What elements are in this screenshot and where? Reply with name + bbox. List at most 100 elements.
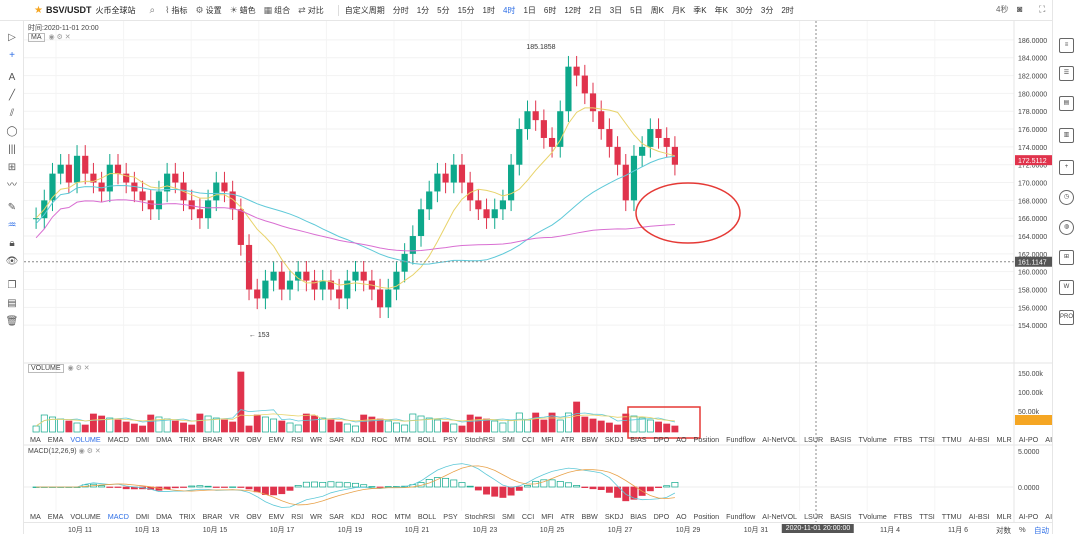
toolbar-item[interactable]: ⌇ 指标 [165, 5, 187, 16]
indicator-tab[interactable]: BBW [581, 512, 598, 521]
interval-option[interactable]: 周K [650, 5, 664, 15]
indicator-tab[interactable]: TTMU [941, 512, 962, 521]
indicator-tab[interactable]: SAR [329, 512, 344, 521]
indicator-tab[interactable]: CCI [521, 512, 535, 521]
indicator-tab[interactable]: TTSI [919, 435, 935, 444]
indicator-tab[interactable]: MFI [541, 512, 554, 521]
indicator-tab[interactable]: VOLUME [70, 435, 101, 444]
indicator-tab[interactable]: BASIS [830, 512, 852, 521]
indicator-tab[interactable]: Position [693, 512, 720, 521]
macd-legend[interactable]: MACD(12,26,9) ◉ ⚙ ✕ [28, 447, 101, 455]
indicator-tab[interactable]: SKDJ [604, 512, 624, 521]
chart-canvas[interactable]: 186.0000 184.0000 182.0000 180.0000 178.0000… [24, 21, 1052, 522]
ellipse-tool-icon[interactable]: ◯ [6, 126, 18, 137]
indicator-tab[interactable]: FTBS [893, 512, 913, 521]
indicator-tab[interactable]: MA [30, 512, 41, 521]
interval-option[interactable]: 3分 [760, 5, 774, 15]
indicator-tab[interactable]: Fundflow [726, 512, 756, 521]
interval-option[interactable]: 季K [693, 5, 707, 15]
pair-symbol[interactable]: BSV/USDT [45, 5, 92, 15]
macd-legend-icons[interactable]: ◉ ⚙ ✕ [78, 448, 101, 455]
indicator-tab[interactable]: StochRSI [464, 512, 496, 521]
interval-option[interactable]: 2日 [589, 5, 602, 15]
indicator-tab[interactable]: AO [676, 512, 687, 521]
indicator-tab[interactable]: EMA [47, 512, 64, 521]
volume-legend-icons[interactable]: ◉ ⚙ ✕ [67, 365, 90, 372]
indicator-tab[interactable]: WR [310, 435, 323, 444]
indicator-tab[interactable]: VR [229, 512, 240, 521]
auto-scale-button[interactable]: 自动 [1034, 526, 1049, 534]
toolbar-item[interactable]: ⇄ 对比 [298, 5, 324, 16]
indicator-tab[interactable]: PSY [443, 512, 458, 521]
interval-option[interactable]: 5分 [437, 5, 450, 15]
indicator-tab[interactable]: SAR [329, 435, 344, 444]
depth-icon[interactable]: ▥ [1059, 128, 1074, 143]
indicator-tab[interactable]: BASIS [830, 435, 852, 444]
indicator-tab[interactable]: TTMU [941, 435, 962, 444]
indicator-tab[interactable]: EMV [268, 435, 285, 444]
indicator-tab[interactable]: TTSI [919, 512, 935, 521]
add-chart-icon[interactable]: + [1059, 160, 1074, 175]
interval-option[interactable]: 5日 [630, 5, 643, 15]
indicator-tab[interactable]: SKDJ [604, 435, 624, 444]
interval-option[interactable]: 6时 [543, 5, 557, 15]
w-icon[interactable]: W [1059, 280, 1074, 295]
volume-legend[interactable]: VOLUME ◉ ⚙ ✕ [28, 364, 90, 373]
details-icon[interactable]: ▤ [1059, 96, 1074, 111]
fullscreen-icon[interactable]: ⛶ [1039, 4, 1046, 14]
indicator-tab[interactable]: FTBS [893, 435, 913, 444]
indicator-tab[interactable]: VR [229, 435, 240, 444]
grid-tool-icon[interactable]: ⊞ [7, 162, 17, 173]
indicator-tab[interactable]: RSI [291, 512, 304, 521]
indicator-tab[interactable]: MACD [107, 435, 129, 444]
crosshair-icon[interactable]: + [9, 50, 15, 61]
interval-option[interactable]: 15分 [457, 5, 475, 15]
interval-option[interactable]: 1时 [482, 5, 495, 15]
indicator-tab[interactable]: AI-PO [1018, 435, 1039, 444]
interval-option[interactable]: 1日 [523, 5, 536, 15]
eye-icon[interactable]: ◉ ⚙ ✕ [48, 34, 71, 41]
indicator-tab[interactable]: ROC [371, 435, 388, 444]
line-tool-icon[interactable]: ╱ [8, 90, 16, 101]
custom-period-dropdown[interactable]: 自定义周期 [344, 5, 385, 15]
indicator-tab[interactable]: VOLUME [70, 512, 101, 521]
indicator-tab[interactable]: RSI [291, 435, 304, 444]
text-tool-icon[interactable]: A [8, 72, 16, 83]
indicator-tab[interactable]: BOLL [417, 512, 437, 521]
indicator-tab[interactable]: DMI [135, 435, 150, 444]
indicator-tab[interactable]: SMI [502, 435, 515, 444]
interval-option[interactable]: 3日 [609, 5, 623, 15]
indicator-tab[interactable]: BIAS [630, 512, 647, 521]
magnet-icon[interactable]: ♒ [7, 220, 17, 231]
interval-option[interactable]: 12时 [564, 5, 582, 15]
template-icon[interactable]: ▤ [7, 298, 17, 309]
indicator-tab[interactable]: TRIX [179, 512, 196, 521]
indicator-tab[interactable]: KDJ [350, 435, 365, 444]
compass-icon[interactable]: ◍ [1059, 220, 1074, 235]
indicator-tab[interactable]: MFI [541, 435, 554, 444]
layers-icon[interactable]: ❐ [7, 280, 17, 291]
indicator-tab[interactable]: MACD [107, 512, 129, 521]
indicator-tab[interactable]: EMA [47, 435, 64, 444]
fib-channel-icon[interactable]: ||| [8, 144, 16, 155]
indicator-tab[interactable]: TVolume [858, 435, 887, 444]
indicator-tab[interactable]: WR [310, 512, 323, 521]
wave-tool-icon[interactable]: 〰 [7, 180, 17, 191]
indicator-tab[interactable]: BRAR [202, 435, 223, 444]
orderbook-icon[interactable]: ☰ [1059, 66, 1074, 81]
camera-icon[interactable]: ◙ [1017, 4, 1023, 14]
indicator-tab[interactable]: ATR [560, 435, 575, 444]
indicator-tab[interactable]: OBV [246, 435, 262, 444]
indicator-tab[interactable]: AI-PO [1018, 512, 1039, 521]
log-scale-button[interactable]: 对数 [996, 526, 1011, 534]
indicator-tab[interactable]: ATR [560, 512, 575, 521]
indicator-tab[interactable]: BBW [581, 435, 598, 444]
ruler-icon[interactable]: ✎ [7, 202, 17, 213]
indicator-tab[interactable]: SMI [502, 512, 515, 521]
interval-option[interactable]: 1分 [416, 5, 430, 15]
interval-option[interactable]: 4时 [502, 5, 516, 15]
indicator-tab[interactable]: LSUR [804, 512, 824, 521]
indicator-tab[interactable]: ROC [371, 512, 388, 521]
toolbar-item[interactable]: ▦ 组合 [264, 5, 291, 16]
indicator-tab[interactable]: Fundflow [726, 435, 756, 444]
